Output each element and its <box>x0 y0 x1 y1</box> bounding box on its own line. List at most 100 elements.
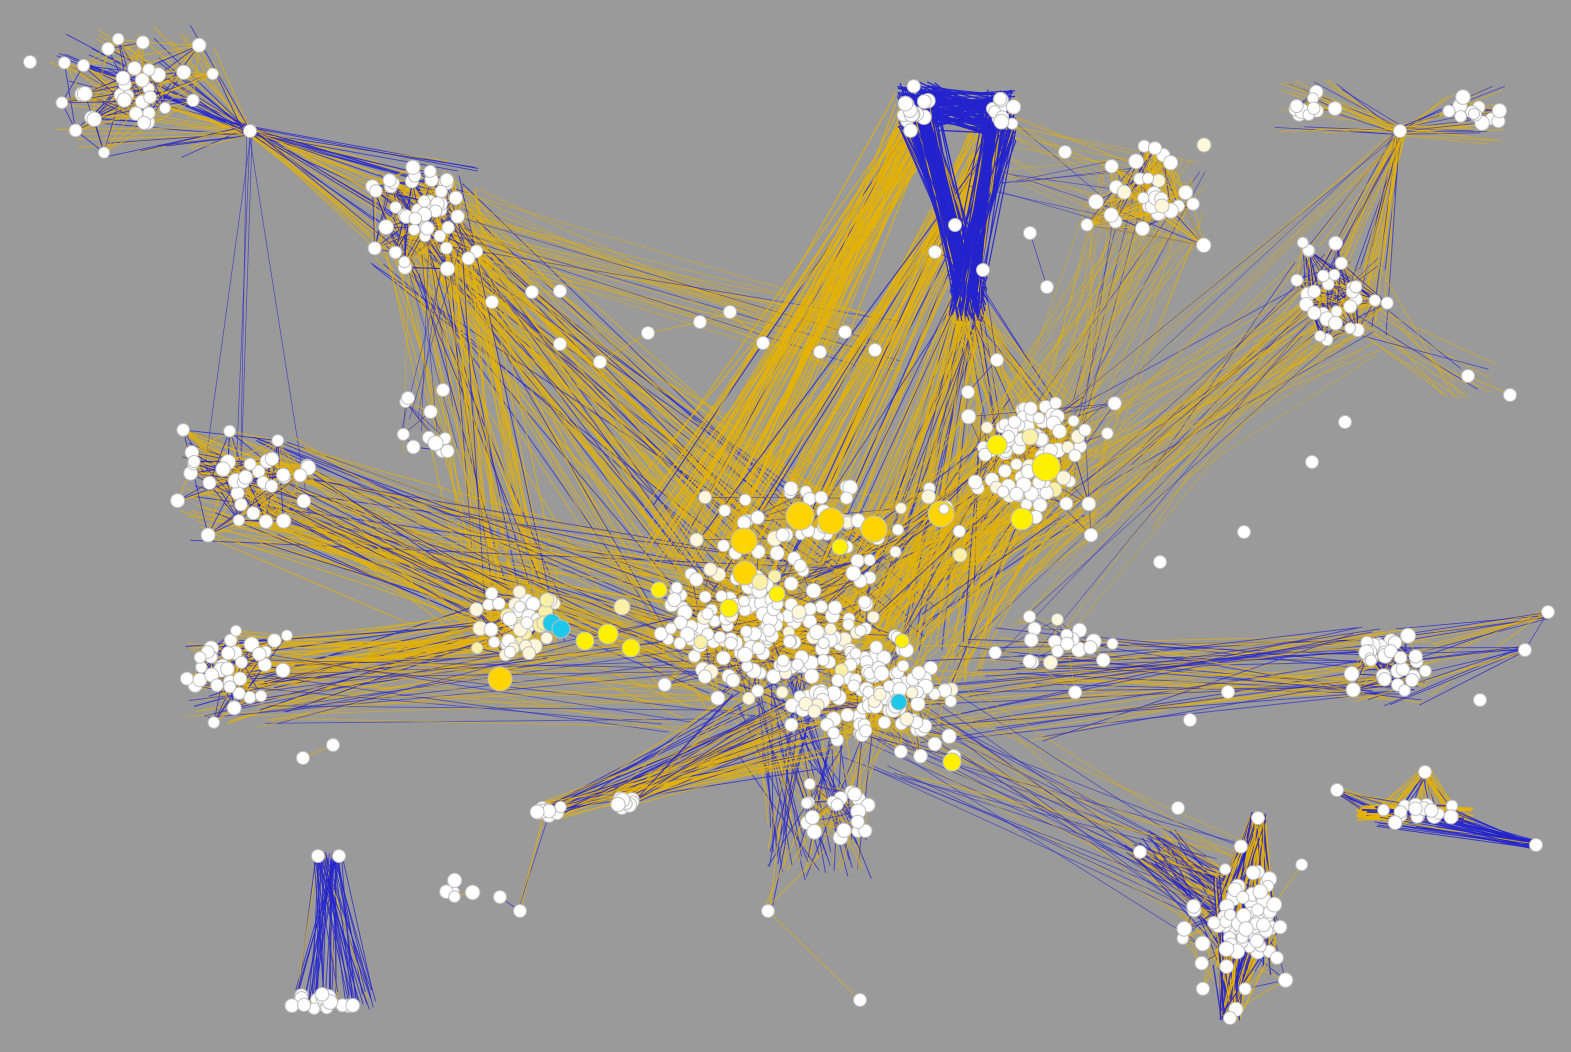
graph-edge <box>268 654 693 723</box>
graph-edge <box>554 714 772 810</box>
graph-edge <box>943 522 1100 574</box>
graph-edge <box>83 44 200 66</box>
graph-edge <box>157 134 251 147</box>
graph-edge <box>915 705 1248 885</box>
graph-edge <box>655 108 911 467</box>
graph-edge <box>1432 614 1547 645</box>
graph-edge <box>453 243 492 609</box>
graph-edge <box>952 710 1263 851</box>
graph-edge <box>630 755 724 791</box>
graph-edge <box>955 310 1000 413</box>
graph-edge <box>61 65 84 103</box>
graph-edge <box>139 126 247 153</box>
graph-edge <box>1374 134 1398 325</box>
graph-edge <box>224 684 663 725</box>
graph-edge <box>912 697 1221 950</box>
graph-edge <box>959 658 1388 729</box>
graph-edge <box>999 173 1111 198</box>
graph-edge <box>1379 267 1455 398</box>
graph-edge <box>653 139 901 506</box>
graph-edge <box>767 734 793 851</box>
graph-edge <box>943 628 1381 696</box>
graph-edge <box>183 429 309 469</box>
graph-edge <box>229 430 242 480</box>
graph-edge <box>544 714 744 808</box>
graph-edge <box>940 656 1351 685</box>
graph-edge <box>1315 129 1398 131</box>
graph-edge <box>306 507 493 606</box>
graph-edge <box>998 335 1303 656</box>
graph-edge <box>374 186 392 249</box>
graph-edge <box>1152 295 1312 529</box>
graph-edge <box>960 683 1204 916</box>
graph-edge <box>873 507 1082 704</box>
graph-edge <box>1059 206 1191 397</box>
graph-edge <box>97 39 247 129</box>
graph-edge <box>238 482 264 521</box>
graph-edge <box>207 480 236 536</box>
graph-edge <box>253 131 476 168</box>
graph-edge <box>989 318 1379 614</box>
graph-edge <box>614 699 790 789</box>
graph-edge <box>1389 650 1523 705</box>
graph-edge <box>917 631 1373 723</box>
graph-edge <box>390 179 438 434</box>
graph-edge <box>935 669 1394 701</box>
graph-edge <box>248 130 403 182</box>
graph-edge <box>186 679 751 717</box>
graph-edge <box>843 297 967 589</box>
graph-edge <box>947 761 1262 851</box>
graph-edge <box>1367 128 1403 318</box>
graph-edge <box>216 459 670 570</box>
graph-edge <box>90 48 109 118</box>
graph-edge <box>870 309 958 617</box>
graph-edge <box>213 47 251 131</box>
graph-edge <box>763 826 801 909</box>
graph-edge <box>209 430 231 484</box>
graph-edge <box>1360 301 1496 365</box>
graph-edge <box>857 487 930 522</box>
graph-edge <box>253 436 723 609</box>
graph-edge <box>745 128 904 481</box>
graph-edge <box>835 226 1108 677</box>
graph-edge <box>941 685 1394 728</box>
graph-edge <box>248 609 483 654</box>
graph-edge <box>865 730 954 757</box>
graph-edge <box>1026 354 1377 580</box>
graph-edge <box>266 607 546 641</box>
graph-edge <box>393 224 566 642</box>
graph-edge <box>872 768 1231 933</box>
graph-edge <box>257 649 667 674</box>
graph-edge <box>417 237 689 566</box>
graph-edge <box>707 130 925 494</box>
graph-edge <box>922 259 1381 591</box>
graph-edge <box>310 464 482 639</box>
graph-edge <box>858 719 1238 916</box>
graph-edge <box>1090 229 1093 445</box>
graph-edge <box>647 135 924 528</box>
graph-edge <box>949 767 1263 941</box>
graph-edge <box>142 41 200 46</box>
graph-edge <box>516 810 551 914</box>
graph-edge <box>705 487 851 498</box>
graph-edge <box>1306 287 1353 305</box>
graph-edge <box>955 257 1379 656</box>
graph-edge <box>1419 649 1527 706</box>
graph-edge <box>521 818 543 908</box>
graph-edge <box>865 732 1209 949</box>
graph-edge <box>232 519 680 568</box>
graph-edge <box>1313 81 1404 131</box>
graph-edge <box>304 447 781 622</box>
graph-edge <box>1063 305 1331 431</box>
graph-edge <box>1110 162 1171 216</box>
graph-edge <box>979 286 1066 417</box>
graph-edge <box>814 798 859 833</box>
graph-edge <box>374 190 377 249</box>
graph-edge <box>267 705 744 711</box>
graph-edge <box>884 467 994 637</box>
graph-edge <box>229 430 285 478</box>
graph-edge <box>1096 202 1190 420</box>
graph-edge <box>613 755 821 811</box>
